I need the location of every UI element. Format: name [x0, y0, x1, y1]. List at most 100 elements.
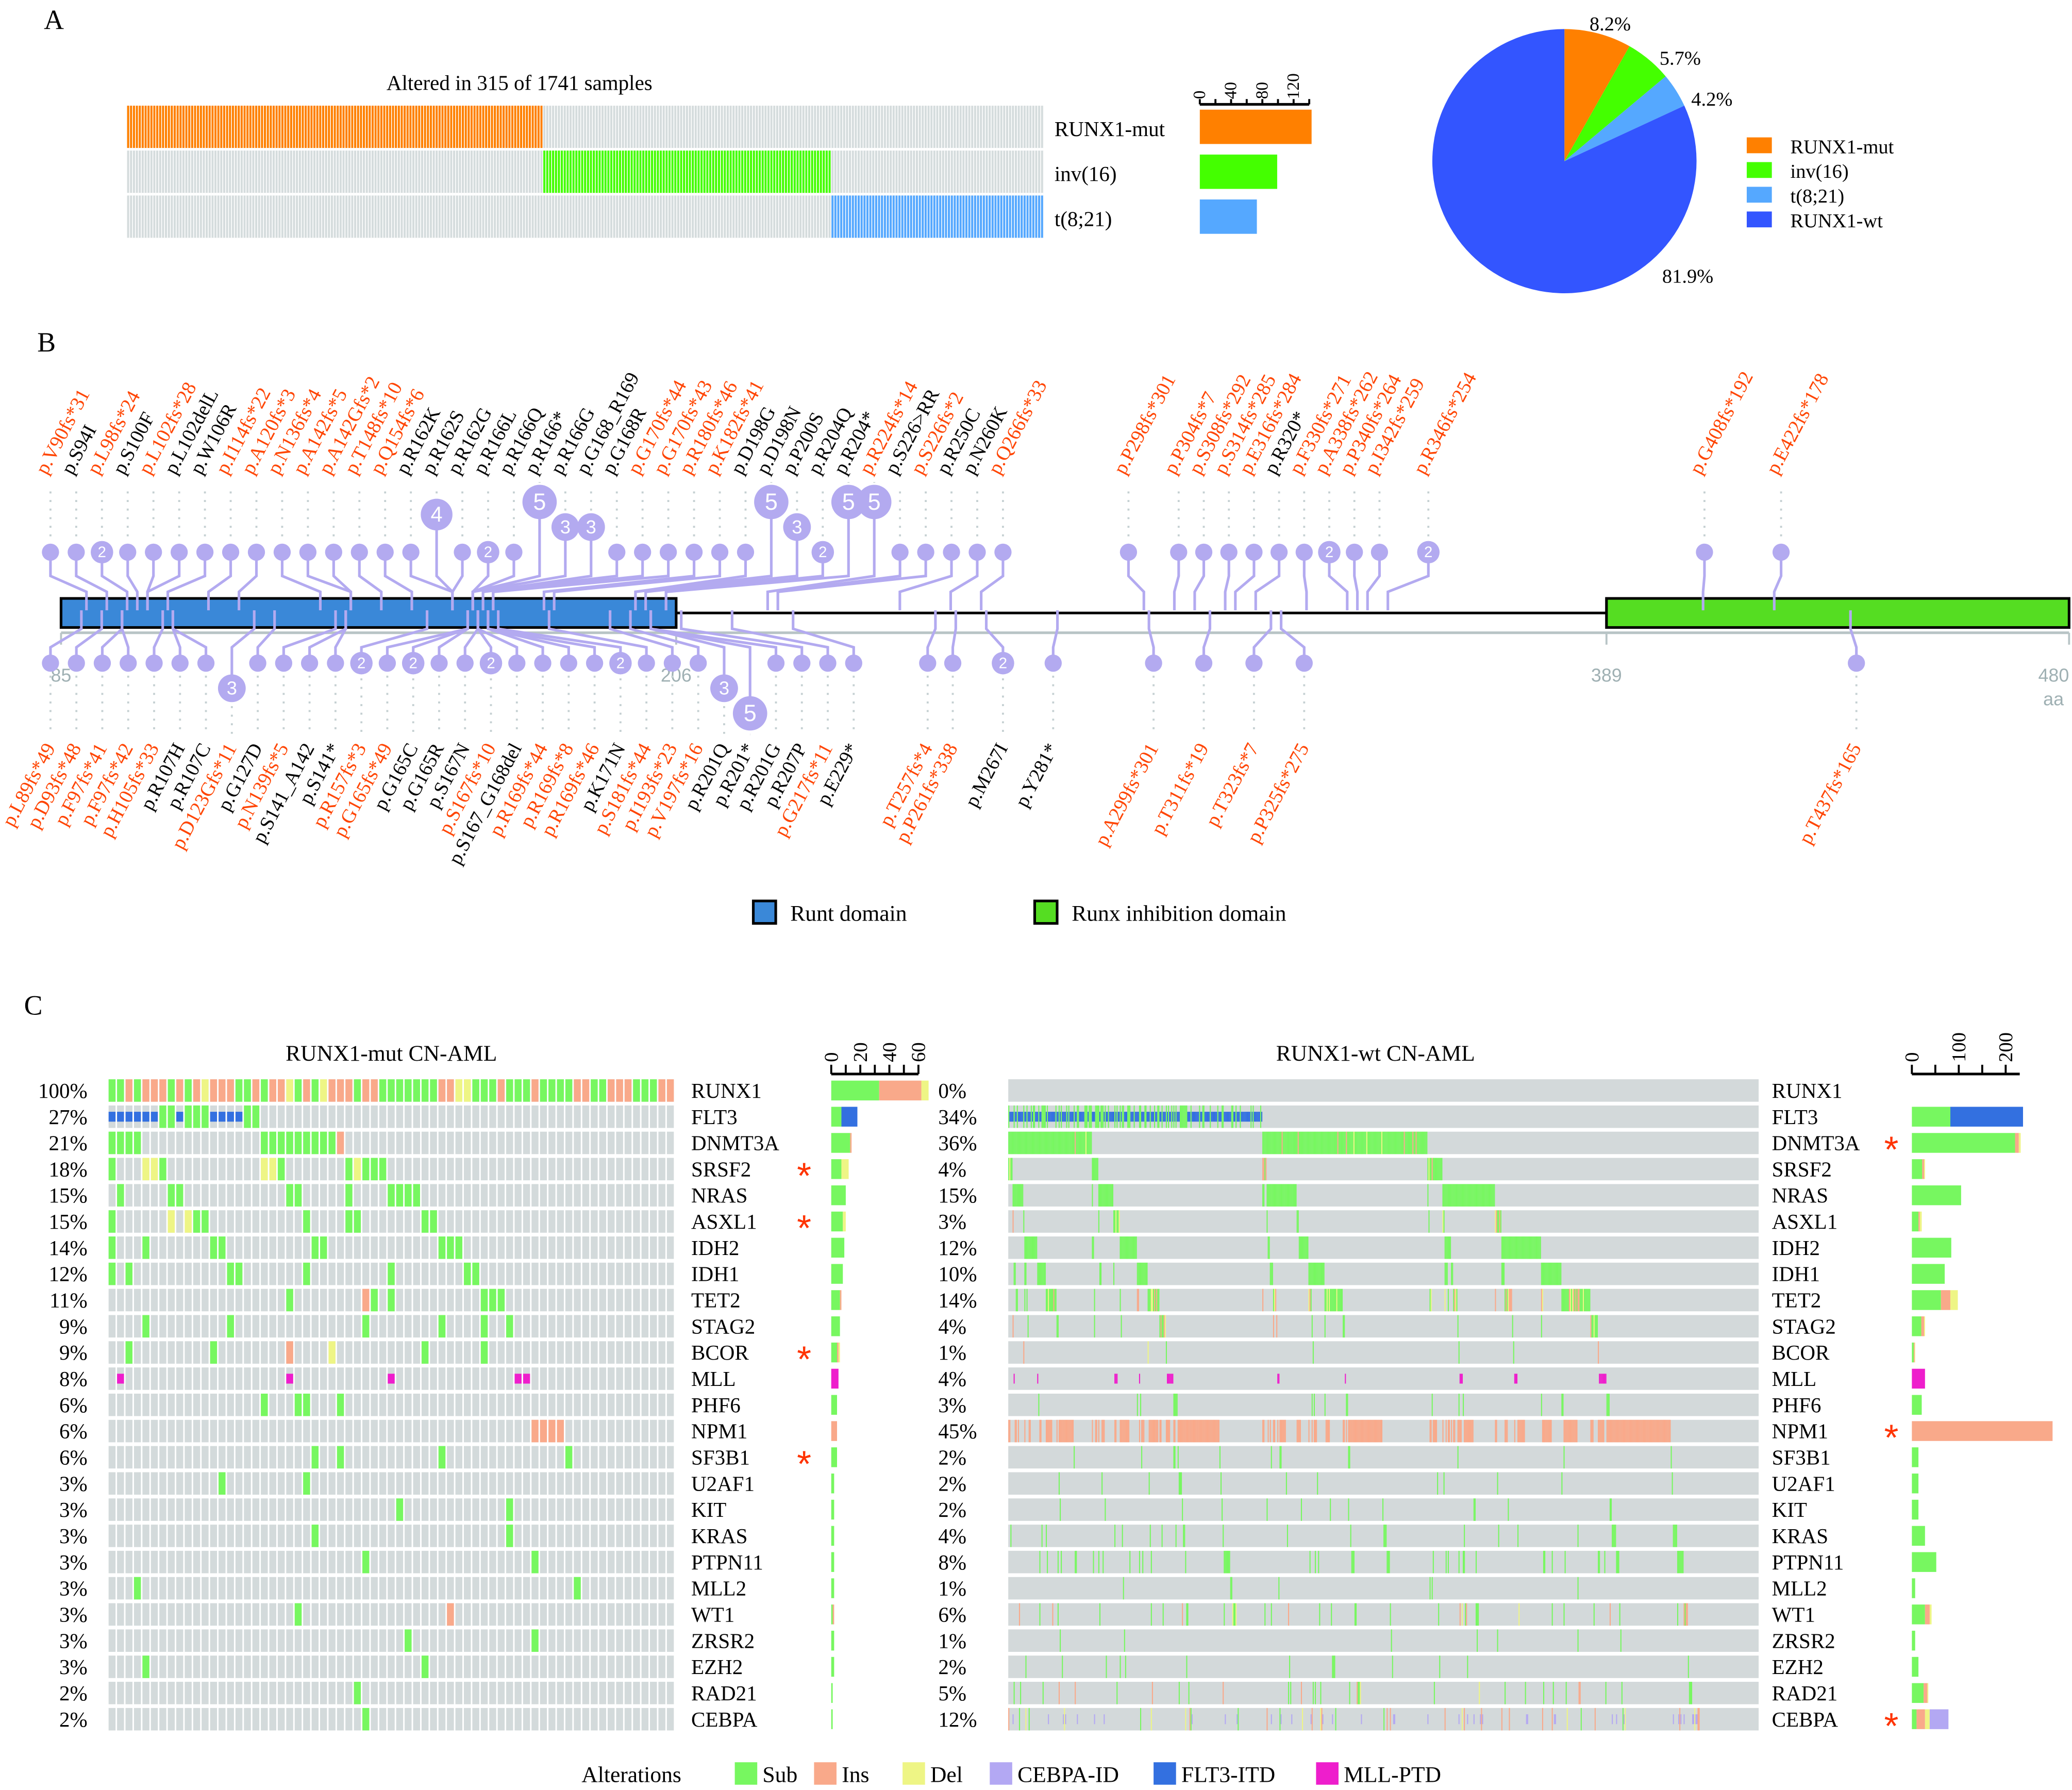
frequency-bar-Sub — [831, 1080, 879, 1101]
oncoprint-separator — [766, 150, 767, 193]
oncoprint-separator — [332, 106, 334, 148]
oncoprint-separator — [947, 195, 948, 238]
oncoprint-separator — [557, 195, 558, 238]
oncoprint-separator — [129, 150, 130, 193]
oncoprint-separator — [155, 106, 157, 148]
oncoprint-separator — [516, 195, 517, 238]
alteration-Ins — [1029, 1419, 1031, 1443]
alteration-Sub — [1334, 1289, 1335, 1312]
cell-bg — [438, 1210, 446, 1233]
oncoprint-separator — [959, 195, 960, 238]
oncoprint-cell — [756, 150, 758, 193]
oncoprint-cell — [339, 106, 342, 148]
cell-bg — [235, 1655, 243, 1678]
oncoprint-separator — [877, 150, 878, 193]
cell-bg — [599, 1236, 607, 1259]
cell-bg — [108, 1603, 116, 1626]
oncoprint-separator — [292, 150, 293, 193]
oncoprint-separator — [1025, 195, 1027, 238]
frequency-bar-Sub — [1912, 1211, 1919, 1232]
oncoprint-cell — [523, 106, 525, 148]
alteration-Ins — [1183, 1419, 1184, 1443]
cell-bg — [591, 1262, 598, 1285]
lollipop-head — [300, 655, 319, 672]
lollipop-stem — [358, 552, 383, 611]
alteration-Sub — [1097, 1158, 1098, 1181]
oncoprint-separator — [860, 106, 861, 148]
oncoprint-separator — [269, 150, 270, 193]
oncoprint-separator — [737, 106, 739, 148]
alteration-Sub — [1308, 1131, 1310, 1155]
cell-bg — [371, 1525, 378, 1547]
cell-bg — [396, 1341, 404, 1364]
cell-bg — [641, 1629, 649, 1652]
oncoprint-cell — [569, 150, 572, 193]
lollipop-head — [42, 543, 59, 561]
cell-bg — [666, 1184, 674, 1207]
oncoprint-separator — [336, 106, 337, 148]
alteration-Sub — [320, 1131, 327, 1155]
cell-bg — [168, 1655, 175, 1678]
cell-bg — [582, 1708, 590, 1731]
cell-bg — [244, 1158, 251, 1181]
alteration-FLT3-ITD — [1259, 1112, 1260, 1122]
cell-bg — [210, 1393, 218, 1416]
cell-bg — [480, 1419, 488, 1443]
cell-bg — [269, 1262, 276, 1285]
cell-bg — [557, 1341, 564, 1364]
alteration-Sub — [1293, 1184, 1295, 1207]
oncoprint-separator — [915, 106, 916, 148]
alteration-Sub — [1223, 1105, 1224, 1128]
oncoprint-separator — [1040, 150, 1041, 193]
cell-bg — [303, 1158, 310, 1181]
frequency-bar-Sub — [831, 1499, 834, 1520]
gene-name: NRAS — [691, 1183, 747, 1207]
alteration-Sub — [1095, 1105, 1096, 1128]
cell-bg — [328, 1603, 336, 1626]
alteration-Sub — [1458, 1184, 1460, 1207]
oncoprint-cell — [1021, 195, 1023, 238]
cell-bg — [277, 1603, 285, 1626]
alteration-Del — [1569, 1289, 1572, 1312]
oncoprint-separator — [988, 150, 989, 193]
oncoprint-cell — [907, 195, 910, 238]
cell-bg — [413, 1550, 420, 1574]
alteration-Ins — [1121, 1419, 1122, 1443]
oncoprint-separator — [595, 106, 596, 148]
lollipop-head — [577, 513, 605, 541]
cell-bg — [421, 1262, 429, 1285]
oncoprint-separator — [146, 150, 148, 193]
alteration-Sub — [1029, 1236, 1031, 1259]
gene-frequency: 3% — [59, 1498, 88, 1521]
cell-bg — [666, 1603, 674, 1626]
oncoprint-separator — [970, 106, 972, 148]
alteration-Sub — [1263, 1131, 1265, 1155]
cell-bg — [311, 1472, 319, 1495]
lollipop-head — [608, 543, 626, 561]
alteration-Sub — [1535, 1236, 1537, 1259]
cell-bg — [616, 1289, 623, 1312]
cell-bg — [108, 1682, 116, 1704]
oncoprint-separator — [1028, 195, 1030, 238]
oncoprint-cell — [342, 106, 345, 148]
cell-bg — [133, 1629, 141, 1652]
lollipop-stem — [1234, 552, 1256, 611]
cell-bg — [176, 1393, 183, 1416]
alteration-Sub — [1146, 1262, 1148, 1285]
alteration-Sub — [1324, 1131, 1326, 1155]
alteration-Sub — [1494, 1184, 1495, 1207]
alteration-Sub — [1416, 1131, 1418, 1155]
oncoprint-separator — [455, 195, 456, 238]
cell-bg — [489, 1708, 496, 1731]
cell-bg — [641, 1289, 649, 1312]
cell-bg — [371, 1341, 378, 1364]
cell-bg — [421, 1419, 429, 1443]
oncoprint-separator — [589, 195, 590, 238]
cell-bg — [320, 1682, 327, 1704]
alteration-FLT3-ITD — [1071, 1112, 1073, 1122]
alteration-Sub — [1429, 1289, 1431, 1312]
alteration-Sub — [388, 1289, 395, 1312]
alteration-Sub — [1139, 1105, 1140, 1128]
oncoprint-separator — [703, 106, 704, 148]
cell-bg — [159, 1184, 166, 1207]
